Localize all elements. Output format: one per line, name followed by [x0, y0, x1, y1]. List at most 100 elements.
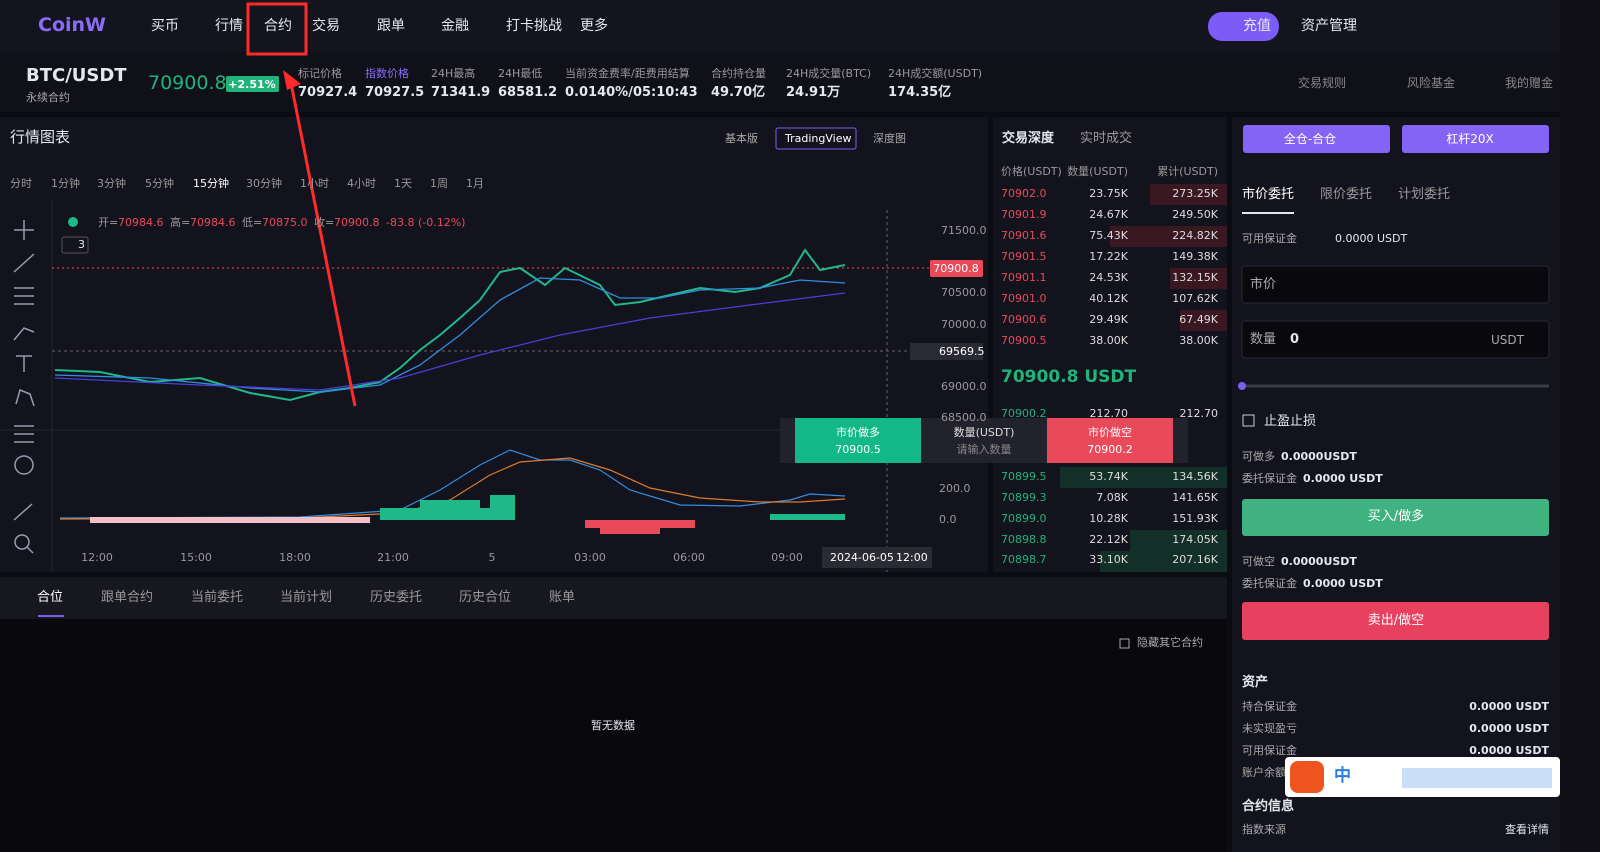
position-tab[interactable]: 历史合位 [459, 590, 512, 605]
position-tab[interactable]: 账单 [549, 590, 576, 605]
time-axis-label: 15:00 [180, 551, 212, 564]
pair: BTC/USDT [26, 65, 127, 86]
position-tab[interactable]: 历史委托 [370, 590, 423, 605]
ohlc-value: 70984.6 [118, 216, 164, 229]
ticker-link: 交易规则 [1298, 76, 1347, 90]
book-cell: 149.38K [1172, 250, 1218, 263]
interval: 1月 [466, 177, 484, 190]
tp-sl: 止盈止损 [1264, 414, 1317, 429]
book-cell: 70901.0 [1001, 292, 1047, 305]
book-cell: 70900.2 [1001, 407, 1047, 420]
nav-item[interactable]: 买币 [151, 18, 179, 34]
book-cell: 132.15K [1172, 271, 1218, 284]
ohlc-label: 高= [170, 216, 191, 229]
long-max-label: 可做多 [1242, 450, 1275, 463]
book-cell: 70901.6 [1001, 229, 1047, 242]
ime-toolbar: 中 [1334, 766, 1351, 786]
price-change: +2.51% [228, 78, 276, 91]
order-tab: 限价委托 [1320, 187, 1373, 202]
position-tab[interactable]: 跟单合约 [101, 590, 154, 605]
nav-item[interactable]: 打卡挑战 [506, 18, 562, 34]
time-axis-label: 06:00 [673, 551, 705, 564]
stat-value: 24.91万 [786, 85, 841, 100]
book-cell: 70900.5 [1001, 334, 1047, 347]
assets-menu[interactable]: 资产管理 [1301, 18, 1357, 34]
nav-item[interactable]: 交易 [312, 18, 340, 34]
details-link[interactable]: 查看详情 [1505, 823, 1549, 836]
buy-button[interactable]: 买入/做多 [1367, 509, 1425, 524]
price-axis-label: 69000.0 [941, 380, 987, 393]
stat-value: 71341.9 [431, 85, 491, 100]
asset-value: 0.0000 USDT [1469, 722, 1549, 735]
quick-short-price: 70900.2 [1087, 443, 1133, 456]
asset-value: 0.0000 USDT [1469, 744, 1549, 757]
interval: 4小时 [347, 177, 376, 190]
short-margin-label: 委托保证金 [1242, 577, 1297, 590]
book-cell: 70901.1 [1001, 271, 1047, 284]
nav-item[interactable]: 行情 [215, 18, 243, 34]
hide-others: 隐藏其它合约 [1137, 636, 1203, 649]
short-max-value: 0.0000USDT [1281, 555, 1357, 568]
quick-amount-input[interactable]: 请输入数量 [956, 443, 1012, 456]
book-cell: 70899.3 [1001, 491, 1047, 504]
amount-input[interactable]: 0 [1290, 332, 1300, 347]
stat-value: 49.70亿 [711, 85, 766, 100]
nav-item[interactable]: 跟单 [377, 18, 405, 34]
book-cell: 273.25K [1172, 187, 1218, 200]
asset-label: 账户余额 [1242, 766, 1286, 779]
quick-short[interactable]: 市价做空 [1088, 426, 1132, 439]
book-cell: 224.82K [1172, 229, 1218, 242]
available-label: 可用保证金 [1242, 232, 1297, 245]
top-nav [0, 0, 1560, 52]
position-tab[interactable]: 合位 [37, 590, 64, 605]
margin-mode[interactable]: 全仓-合仓 [1283, 132, 1337, 146]
interval: 3分钟 [97, 177, 126, 190]
positions-body [0, 619, 1227, 852]
available-value: 0.0000 USDT [1335, 232, 1408, 245]
quick-amount-label: 数量(USDT) [953, 426, 1015, 439]
interval: 1天 [394, 177, 412, 190]
indicator-count: 3 [78, 238, 85, 251]
book-cell: 70901.5 [1001, 250, 1047, 263]
book-cell: 212.70 [1089, 407, 1129, 420]
book-cell: 24.67K [1089, 208, 1128, 221]
assets-title: 资产 [1242, 675, 1269, 690]
book-cell: 141.65K [1172, 491, 1218, 504]
stat-value: 68581.2 [498, 85, 558, 100]
leverage[interactable]: 杠杆20X [1446, 132, 1494, 146]
position-tab[interactable]: 当前委托 [191, 590, 244, 605]
book-cell: 38.00K [1179, 334, 1218, 347]
nav-item[interactable]: 更多 [580, 18, 608, 34]
nav-item[interactable]: 合约 [264, 18, 292, 34]
book-cell: 24.53K [1089, 271, 1128, 284]
stat-label: 24H最低 [498, 67, 543, 80]
ticker-link: 风险基金 [1407, 76, 1456, 90]
sell-button[interactable]: 卖出/做空 [1367, 613, 1425, 628]
short-margin-value: 0.0000 USDT [1303, 577, 1383, 590]
book-cell: 70899.0 [1001, 512, 1047, 525]
book-cell: 70902.0 [1001, 187, 1047, 200]
book-cell: 70899.5 [1001, 470, 1047, 483]
time-axis-label: 5 [488, 551, 496, 564]
asset-value: 0.0000 USDT [1469, 700, 1549, 713]
short-max-label: 可做空 [1242, 555, 1275, 568]
price-axis-label: 70000.0 [941, 318, 987, 331]
interval: 1小时 [300, 177, 329, 190]
time-axis-label: 21:00 [377, 551, 409, 564]
position-tab[interactable]: 当前计划 [280, 590, 333, 605]
price-input[interactable]: 市价 [1250, 277, 1277, 292]
macd-axis-label: 200.0 [939, 482, 971, 495]
book-tab: 实时成交 [1080, 131, 1133, 146]
quick-long[interactable]: 市价做多 [836, 426, 880, 439]
book-cell: 22.12K [1089, 533, 1128, 546]
book-cell: 151.93K [1172, 512, 1218, 525]
deposit-button[interactable]: 充值 [1243, 18, 1271, 34]
order-tab: 市价委托 [1242, 187, 1295, 202]
book-cell: 70901.9 [1001, 208, 1047, 221]
book-cell: 40.12K [1089, 292, 1128, 305]
book-cell: 207.16K [1172, 553, 1218, 566]
ohlc-change: -83.8 (-0.12%) [386, 216, 466, 229]
nav-item[interactable]: 金融 [441, 18, 469, 34]
book-cell: 29.49K [1089, 313, 1128, 326]
